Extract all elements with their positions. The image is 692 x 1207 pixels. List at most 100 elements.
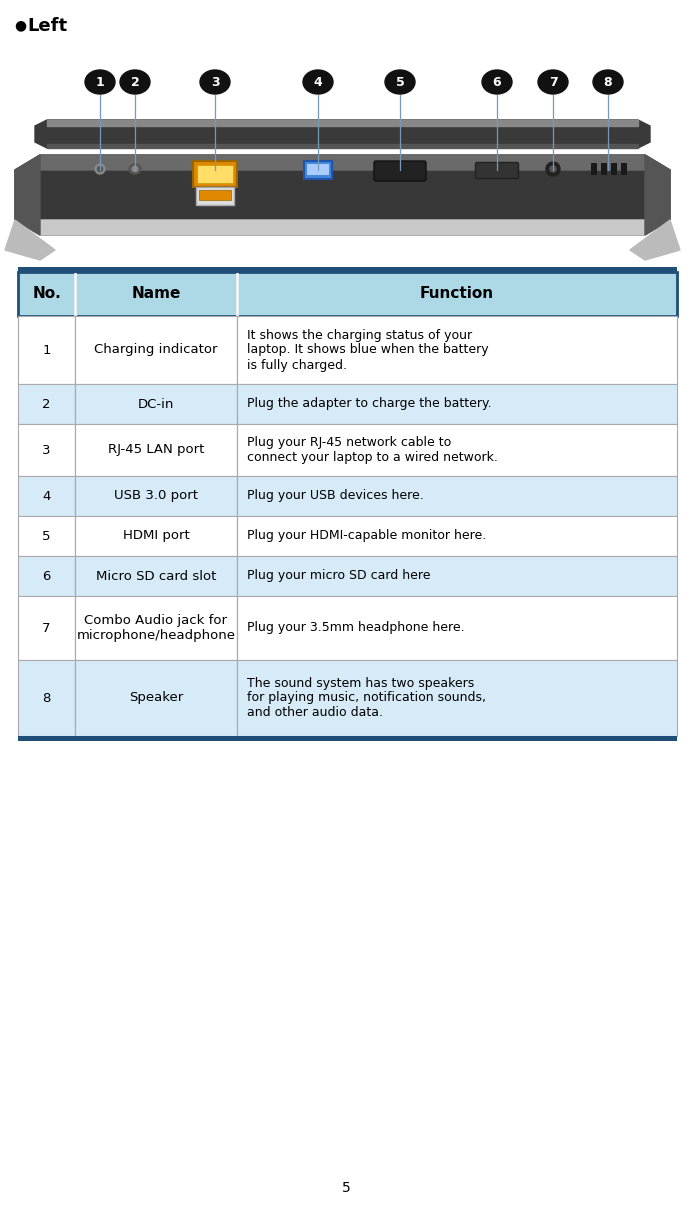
Circle shape bbox=[546, 162, 560, 176]
Bar bbox=[75, 384, 237, 424]
Text: Speaker: Speaker bbox=[129, 692, 183, 705]
Text: Plug your RJ-45 network cable to
connect your laptop to a wired network.: Plug your RJ-45 network cable to connect… bbox=[247, 436, 498, 463]
Ellipse shape bbox=[593, 70, 623, 94]
Bar bbox=[18, 316, 75, 384]
Circle shape bbox=[98, 167, 102, 171]
Bar bbox=[18, 476, 75, 517]
Polygon shape bbox=[5, 220, 55, 260]
Circle shape bbox=[550, 167, 556, 173]
Bar bbox=[237, 424, 677, 476]
Text: 8: 8 bbox=[603, 76, 612, 88]
Text: 7: 7 bbox=[549, 76, 557, 88]
Bar bbox=[75, 660, 237, 736]
Text: Name: Name bbox=[131, 286, 181, 302]
Ellipse shape bbox=[538, 70, 568, 94]
Text: 6: 6 bbox=[42, 570, 51, 583]
Text: RJ-45 LAN port: RJ-45 LAN port bbox=[108, 443, 204, 456]
Text: Plug your 3.5mm headphone here.: Plug your 3.5mm headphone here. bbox=[247, 622, 464, 635]
Text: No.: No. bbox=[32, 286, 61, 302]
Bar bbox=[237, 316, 677, 384]
Bar bbox=[18, 556, 75, 596]
Polygon shape bbox=[15, 220, 670, 235]
Text: 2: 2 bbox=[131, 76, 139, 88]
Text: Micro SD card slot: Micro SD card slot bbox=[95, 570, 216, 583]
Bar bbox=[591, 163, 597, 175]
Bar bbox=[75, 272, 237, 316]
Ellipse shape bbox=[132, 167, 138, 171]
Polygon shape bbox=[47, 144, 638, 148]
Bar bbox=[197, 165, 233, 183]
Bar bbox=[237, 384, 677, 424]
Bar bbox=[75, 556, 237, 596]
Bar bbox=[237, 476, 677, 517]
Text: 1: 1 bbox=[95, 76, 104, 88]
Bar bbox=[237, 660, 677, 736]
Bar bbox=[75, 316, 237, 384]
Bar bbox=[237, 556, 677, 596]
Bar bbox=[18, 596, 75, 660]
Text: 3: 3 bbox=[42, 443, 51, 456]
Text: DC-in: DC-in bbox=[138, 397, 174, 410]
Bar bbox=[75, 517, 237, 556]
Text: Left: Left bbox=[27, 17, 67, 35]
FancyBboxPatch shape bbox=[475, 163, 518, 179]
Bar bbox=[237, 272, 677, 316]
Bar bbox=[18, 424, 75, 476]
Bar bbox=[75, 424, 237, 476]
Circle shape bbox=[95, 164, 105, 174]
Text: Plug the adapter to charge the battery.: Plug the adapter to charge the battery. bbox=[247, 397, 491, 410]
Bar bbox=[307, 164, 329, 175]
Bar bbox=[18, 384, 75, 424]
Text: ●: ● bbox=[14, 18, 26, 33]
Text: 8: 8 bbox=[42, 692, 51, 705]
Bar bbox=[304, 161, 332, 179]
Text: 4: 4 bbox=[313, 76, 322, 88]
Ellipse shape bbox=[85, 70, 115, 94]
Text: 3: 3 bbox=[210, 76, 219, 88]
Text: Plug your USB devices here.: Plug your USB devices here. bbox=[247, 490, 424, 502]
Text: Charging indicator: Charging indicator bbox=[94, 344, 218, 356]
Bar bbox=[18, 272, 75, 316]
Text: 1: 1 bbox=[42, 344, 51, 356]
Text: 5: 5 bbox=[42, 530, 51, 542]
Text: 6: 6 bbox=[493, 76, 501, 88]
Text: Plug your micro SD card here: Plug your micro SD card here bbox=[247, 570, 430, 583]
Bar bbox=[601, 163, 607, 175]
Text: 7: 7 bbox=[42, 622, 51, 635]
Text: HDMI port: HDMI port bbox=[122, 530, 190, 542]
Bar bbox=[18, 517, 75, 556]
Polygon shape bbox=[47, 119, 638, 126]
FancyBboxPatch shape bbox=[374, 161, 426, 181]
Ellipse shape bbox=[482, 70, 512, 94]
Bar bbox=[75, 596, 237, 660]
Ellipse shape bbox=[120, 70, 150, 94]
Ellipse shape bbox=[200, 70, 230, 94]
Text: It shows the charging status of your
laptop. It shows blue when the battery
is f: It shows the charging status of your lap… bbox=[247, 328, 489, 372]
Bar bbox=[196, 187, 234, 205]
Bar bbox=[18, 660, 75, 736]
Text: 2: 2 bbox=[42, 397, 51, 410]
Bar bbox=[193, 161, 237, 187]
Text: 4: 4 bbox=[42, 490, 51, 502]
Polygon shape bbox=[35, 119, 650, 148]
Text: 5: 5 bbox=[342, 1180, 350, 1195]
Bar bbox=[199, 189, 231, 200]
Polygon shape bbox=[630, 220, 680, 260]
Text: The sound system has two speakers
for playing music, notification sounds,
and ot: The sound system has two speakers for pl… bbox=[247, 676, 486, 719]
Text: 5: 5 bbox=[396, 76, 404, 88]
Bar bbox=[621, 163, 627, 175]
Polygon shape bbox=[645, 154, 670, 235]
Text: Plug your HDMI-capable monitor here.: Plug your HDMI-capable monitor here. bbox=[247, 530, 486, 542]
Bar bbox=[611, 163, 617, 175]
Text: Function: Function bbox=[420, 286, 494, 302]
Text: USB 3.0 port: USB 3.0 port bbox=[114, 490, 198, 502]
Ellipse shape bbox=[303, 70, 333, 94]
Polygon shape bbox=[15, 154, 670, 170]
Polygon shape bbox=[15, 154, 670, 235]
Text: Combo Audio jack for
microphone/headphone: Combo Audio jack for microphone/headphon… bbox=[77, 614, 235, 642]
Bar bbox=[75, 476, 237, 517]
Bar bbox=[237, 596, 677, 660]
Polygon shape bbox=[15, 154, 40, 235]
Bar bbox=[237, 517, 677, 556]
Bar bbox=[18, 267, 677, 272]
